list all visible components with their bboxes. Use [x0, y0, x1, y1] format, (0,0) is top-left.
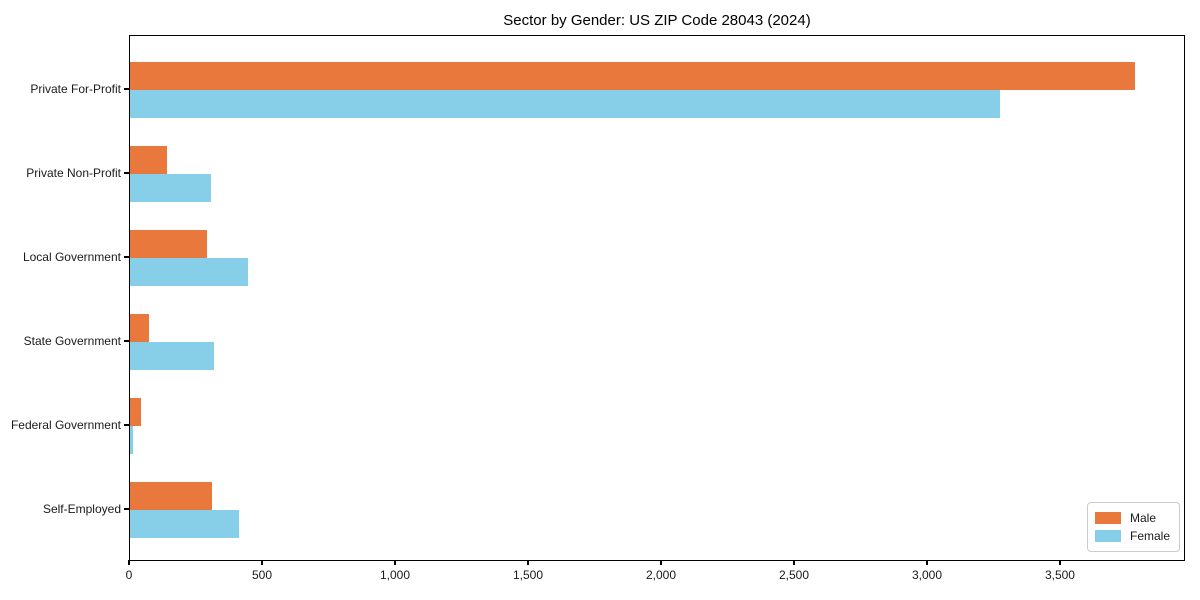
x-axis-tick: [526, 560, 529, 565]
x-axis-tick: [792, 560, 795, 565]
y-axis-tick: [124, 172, 129, 174]
legend-item-female: Female: [1094, 527, 1170, 545]
x-axis-tick: [260, 560, 263, 565]
bar-male-local-government: [130, 230, 208, 258]
x-axis-tick: [128, 560, 130, 565]
y-tick-label-self-employed: Self-Employed: [42, 502, 121, 516]
legend-swatch-female: [1094, 530, 1121, 542]
x-tick-label-3-500: 3,500: [1044, 568, 1075, 582]
y-axis-tick: [124, 508, 129, 510]
plot-area: Male Female: [129, 35, 1185, 561]
x-tick-label-500: 500: [251, 568, 272, 582]
y-tick-label-private-non-profit: Private Non-Profit: [26, 166, 121, 180]
x-axis-tick: [1058, 560, 1061, 565]
chart-title: Sector by Gender: US ZIP Code 28043 (202…: [503, 12, 811, 29]
legend: Male Female: [1086, 502, 1180, 552]
bar-female-local-government: [130, 258, 249, 286]
y-tick-label-local-government: Local Government: [22, 250, 121, 264]
bar-female-state-government: [130, 342, 214, 370]
x-axis-tick: [925, 560, 928, 565]
bar-male-self-employed: [130, 482, 213, 510]
y-tick-label-federal-government: Federal Government: [10, 418, 121, 432]
x-tick-label-0: 0: [125, 568, 133, 582]
x-tick-label-2-000: 2,000: [645, 568, 676, 582]
bar-female-private-non-profit: [130, 174, 212, 202]
legend-item-male: Male: [1094, 509, 1170, 527]
x-tick-label-2-500: 2,500: [778, 568, 809, 582]
bar-female-private-for-profit: [130, 90, 1000, 118]
bar-female-federal-government: [130, 426, 133, 454]
x-tick-label-3-000: 3,000: [911, 568, 942, 582]
legend-swatch-male: [1094, 512, 1121, 524]
y-tick-label-private-for-profit: Private For-Profit: [30, 82, 121, 96]
legend-label-male: Male: [1129, 511, 1156, 525]
bar-male-state-government: [130, 314, 149, 342]
bar-female-self-employed: [130, 510, 240, 538]
bar-male-private-for-profit: [130, 62, 1136, 90]
x-axis-tick: [393, 560, 396, 565]
bar-male-federal-government: [130, 398, 141, 426]
x-tick-label-1-000: 1,000: [379, 568, 410, 582]
y-axis-tick: [124, 340, 129, 342]
y-axis-tick: [124, 424, 129, 426]
y-axis-tick: [124, 88, 129, 90]
x-tick-label-1-500: 1,500: [512, 568, 543, 582]
y-axis-tick: [124, 256, 129, 258]
y-tick-label-state-government: State Government: [23, 334, 121, 348]
legend-label-female: Female: [1129, 529, 1170, 543]
bar-male-private-non-profit: [130, 146, 168, 174]
x-axis-tick: [659, 560, 662, 565]
